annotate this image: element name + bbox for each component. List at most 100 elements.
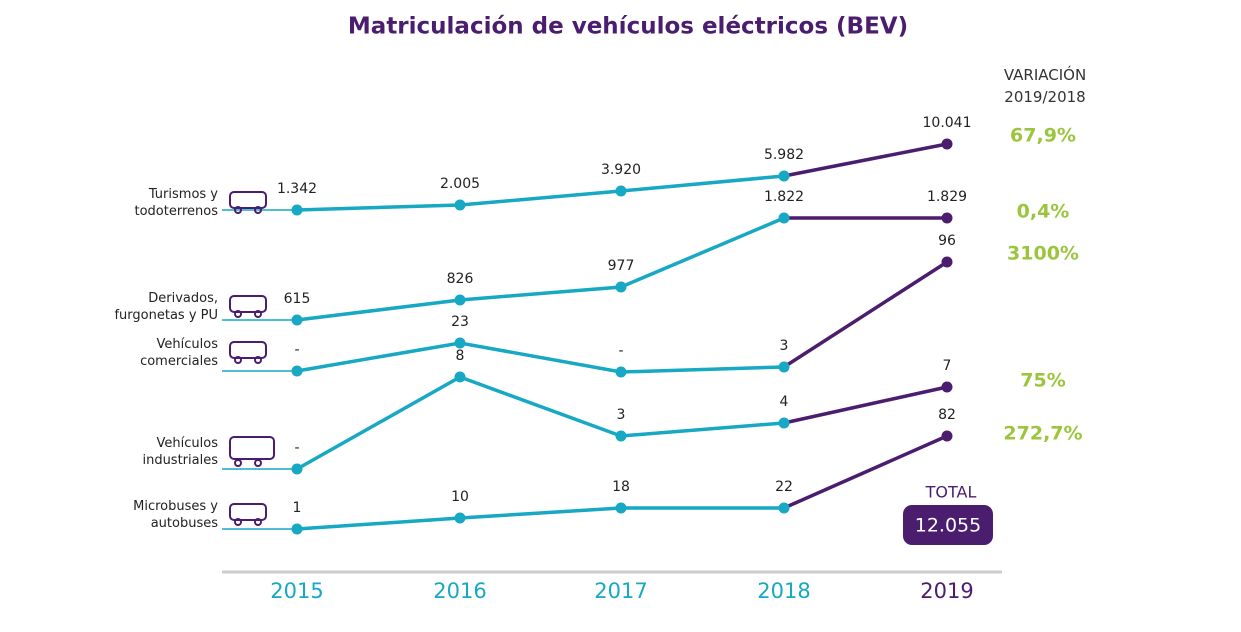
value-label: 977 (608, 258, 635, 274)
line (296, 216, 785, 322)
x-tick-label: 2017 (594, 579, 647, 603)
line-last (783, 385, 948, 425)
row-name: Derivados, furgonetas y PU (114, 291, 218, 323)
icon-body (229, 503, 267, 521)
line (296, 341, 785, 374)
icon-wheel (234, 310, 242, 318)
icon-body (229, 436, 275, 460)
point (941, 256, 953, 268)
row-name: Vehículos comerciales (140, 337, 218, 369)
point (454, 371, 466, 383)
value-label: 1 (293, 500, 302, 516)
point (454, 199, 466, 211)
change-label: 67,9% (1010, 125, 1076, 147)
point (291, 314, 303, 326)
value-label: 10 (451, 489, 469, 505)
vehicle-icon (229, 436, 275, 467)
value-label: 22 (775, 479, 793, 495)
vehicle-icon (229, 295, 267, 318)
chart-title: Matriculación de vehículos eléctricos (B… (348, 14, 908, 40)
point (291, 523, 303, 535)
point (291, 365, 303, 377)
icon-wheel (254, 518, 262, 526)
value-label: - (294, 342, 299, 358)
change-label: 272,7% (1003, 423, 1082, 445)
point (941, 138, 953, 150)
icon-wheel (254, 310, 262, 318)
point (615, 185, 627, 197)
value-label: 1.342 (277, 181, 317, 197)
point (778, 417, 790, 429)
line-last (783, 260, 948, 369)
value-label: 615 (284, 291, 311, 307)
value-label: 18 (612, 479, 630, 495)
point (615, 281, 627, 293)
vehicle-icon (229, 341, 267, 364)
vehicle-icon (229, 191, 267, 214)
value-label: - (294, 440, 299, 456)
x-tick-label: 2015 (270, 579, 323, 603)
icon-wheel (234, 206, 242, 214)
change-label: 0,4% (1017, 201, 1070, 223)
row-name: Microbuses y autobuses (133, 499, 218, 531)
value-label: 96 (938, 233, 956, 249)
icon-body (229, 295, 267, 313)
value-label: 3 (617, 407, 626, 423)
icon-body (229, 341, 267, 359)
point (615, 366, 627, 378)
line (296, 375, 785, 471)
value-label: - (618, 343, 623, 359)
change-header: VARIACIÓN 2019/2018 (1003, 66, 1087, 106)
icon-body (229, 191, 267, 209)
line (296, 506, 784, 531)
point (941, 381, 953, 393)
point (615, 502, 627, 514)
line (296, 174, 785, 212)
value-label: 1.822 (764, 189, 804, 205)
value-label: 4 (780, 394, 789, 410)
point (941, 212, 953, 224)
value-label: 23 (451, 314, 469, 330)
change-label: 3100% (1007, 243, 1079, 265)
point (778, 502, 790, 514)
value-label: 2.005 (440, 176, 480, 192)
vehicle-icon (229, 503, 267, 526)
row-name: Vehículos industriales (142, 436, 218, 468)
x-tick-label: 2018 (757, 579, 810, 603)
line-last (783, 142, 948, 178)
value-label: 5.982 (764, 147, 804, 163)
icon-wheel (254, 356, 262, 364)
point (454, 337, 466, 349)
change-label: 75% (1020, 370, 1065, 392)
value-label: 3.920 (601, 162, 641, 178)
value-label: 8 (456, 348, 465, 364)
total-value: 12.055 (915, 515, 981, 537)
value-label: 10.041 (923, 115, 972, 131)
x-tick-label: 2019 (920, 579, 973, 603)
value-label: 7 (943, 358, 952, 374)
value-label: 3 (780, 338, 789, 354)
total-title: TOTAL (925, 483, 977, 502)
line-last (783, 434, 948, 510)
point (454, 512, 466, 524)
row-name: Turismos y todoterrenos (134, 187, 219, 219)
icon-wheel (234, 356, 242, 364)
icon-wheel (234, 518, 242, 526)
point (778, 361, 790, 373)
point (615, 430, 627, 442)
total-box (903, 505, 993, 545)
point (291, 204, 303, 216)
icon-wheel (254, 206, 262, 214)
point (454, 294, 466, 306)
point (291, 463, 303, 475)
value-label: 1.829 (927, 189, 967, 205)
value-label: 82 (938, 407, 956, 423)
value-label: 826 (447, 271, 474, 287)
icon-wheel (234, 459, 242, 467)
icon-wheel (254, 459, 262, 467)
point (778, 170, 790, 182)
point (778, 212, 790, 224)
x-tick-label: 2016 (433, 579, 486, 603)
